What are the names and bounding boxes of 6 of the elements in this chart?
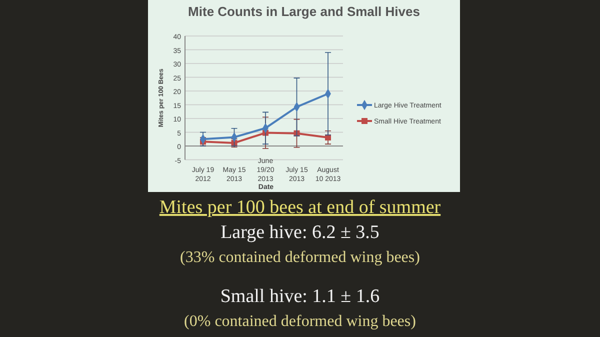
chart-title: Mite Counts in Large and Small Hives [188,4,420,19]
text: Small hive: 1.1 ± 1.6 [220,286,380,307]
text: Large hive: 6.2 ± 3.5 [220,222,380,243]
text: (33% contained deformed wing bees) [180,249,420,266]
text: Mites per 100 bees at end of summer [159,197,442,218]
text: (0% contained deformed wing bees) [184,313,416,330]
